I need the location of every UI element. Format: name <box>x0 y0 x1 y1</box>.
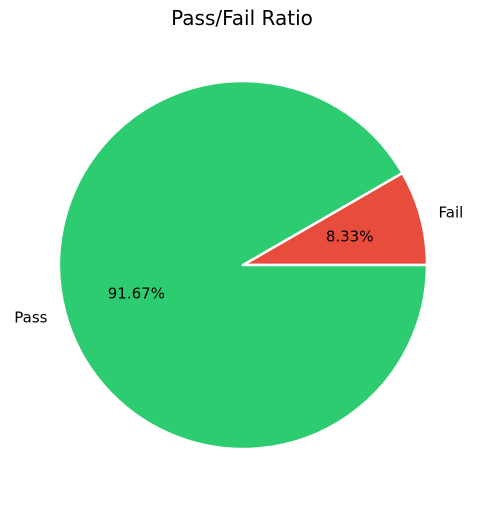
pie-slice-fail <box>241 171 429 267</box>
pie-slices <box>57 79 429 451</box>
pct-label-fail: 8.33% <box>326 227 374 245</box>
pct-label-pass: 91.67% <box>108 285 165 303</box>
slice-label-pass: Pass <box>14 308 47 326</box>
pie-labels: Fail 8.33% Pass 91.67% <box>14 204 463 327</box>
pie-slice-pass <box>57 79 429 451</box>
slice-label-fail: Fail <box>439 204 464 222</box>
chart-title: Pass/Fail Ratio <box>171 6 313 30</box>
